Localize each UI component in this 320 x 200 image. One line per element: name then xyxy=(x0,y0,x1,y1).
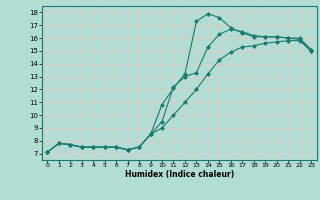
X-axis label: Humidex (Indice chaleur): Humidex (Indice chaleur) xyxy=(124,170,234,179)
